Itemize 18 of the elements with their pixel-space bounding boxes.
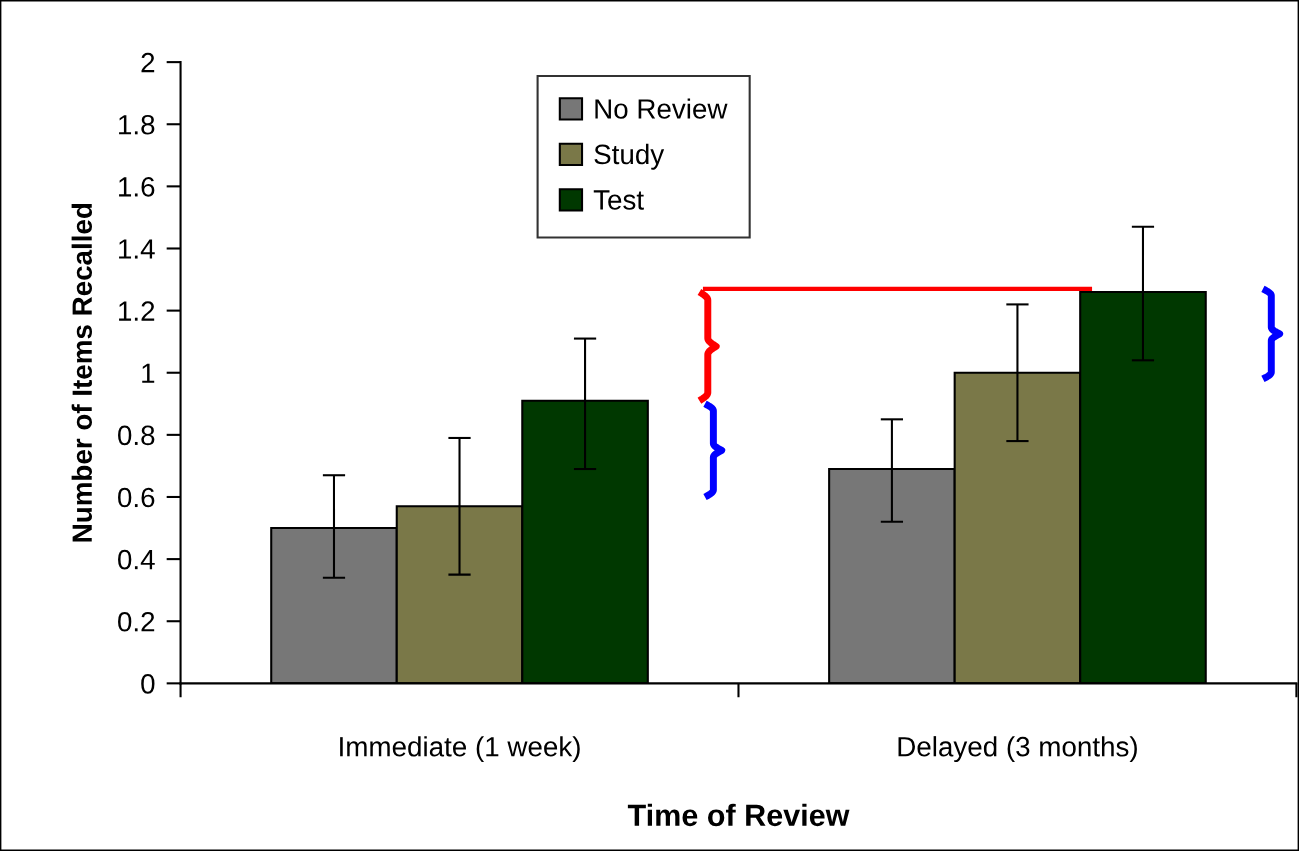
y-tick-label: 0.8 (118, 425, 155, 446)
x-tick-label: Delayed (3 months) (898, 736, 1137, 763)
y-tick-label: 1 (142, 363, 155, 383)
y-tick-label: 1.6 (119, 177, 155, 197)
y-tick-label: 1.2 (119, 301, 155, 321)
legend-label: Study (594, 143, 665, 170)
y-tick-label: 1.4 (119, 239, 155, 259)
y-tick-label: 2 (141, 52, 155, 73)
y-tick-label: 0.6 (118, 487, 155, 508)
y-tick-label: 0 (141, 674, 155, 694)
y-tick-label: 0.2 (118, 611, 155, 632)
legend-label: No Review (595, 98, 728, 119)
x-axis-title: Time of Review (627, 803, 850, 827)
y-tick-label: 0.4 (118, 549, 155, 570)
legend-label: Test (593, 190, 644, 210)
y-axis-title: Number of Items Recalled (71, 203, 93, 542)
x-tick-label: Immediate (1 week) (340, 736, 580, 763)
y-tick-label: 1.8 (119, 114, 155, 135)
